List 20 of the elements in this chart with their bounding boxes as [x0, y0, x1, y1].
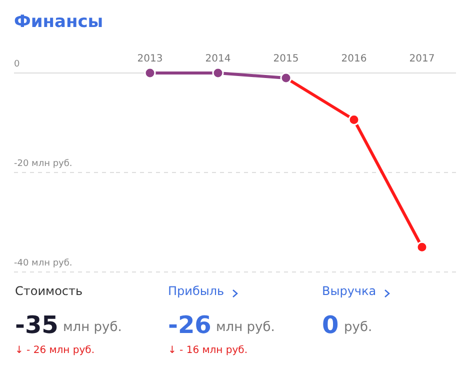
text: Выручка	[322, 284, 376, 298]
text: млн руб.	[216, 320, 275, 335]
y-tick-label: -40 млн руб.	[14, 258, 72, 268]
x-tick-label: 2017	[409, 54, 435, 65]
text: Стоимость	[15, 284, 83, 298]
y-tick-label: -20 млн руб.	[14, 158, 72, 169]
x-tick-label: 2016	[341, 54, 367, 65]
text: -35	[15, 311, 58, 339]
text: ↓ - 26 млн руб.	[15, 345, 95, 356]
text: руб.	[344, 320, 372, 335]
x-tick-label: 2013	[137, 54, 163, 65]
text: -26	[168, 311, 212, 339]
text: ↓ - 16 млн руб.	[168, 345, 248, 356]
text: 0	[322, 311, 339, 339]
y-tick-label: 0	[14, 59, 20, 70]
x-tick-label: 2015	[273, 54, 299, 65]
text: млн руб.	[63, 320, 122, 335]
chart-title: Финансы	[14, 12, 104, 32]
text: Прибыль	[168, 284, 224, 298]
x-tick-label: 2014	[205, 54, 231, 65]
